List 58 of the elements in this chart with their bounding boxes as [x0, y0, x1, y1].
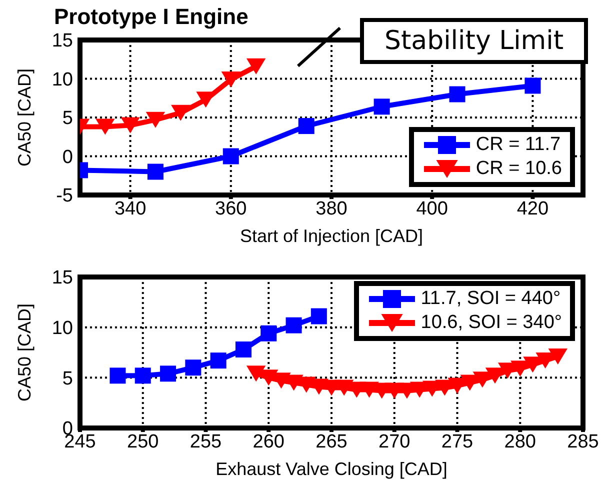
point: [134, 368, 151, 384]
y-tick-label: 5: [62, 108, 73, 130]
point: [160, 366, 176, 382]
x-tick-label: 265: [316, 431, 348, 452]
point: [360, 382, 379, 398]
annotation: Stability Limit: [360, 18, 588, 64]
point: [260, 325, 277, 342]
point: [222, 148, 239, 164]
point: [334, 380, 354, 396]
point: [310, 308, 327, 324]
y-axis-title: CA50 [CAD]: [14, 68, 34, 167]
x-tick-label: 270: [378, 431, 410, 452]
x-tick-label: 340: [114, 198, 146, 220]
point: [246, 366, 266, 382]
y-tick-label: -5: [56, 186, 73, 207]
x-axis-title: Exhaust Valve Closing [CAD]: [216, 459, 448, 479]
point: [147, 164, 164, 180]
y-tick-label: 10: [52, 69, 73, 90]
point: [96, 118, 115, 135]
point: [171, 104, 190, 121]
y-tick-label: 15: [52, 268, 73, 289]
legend-label: 11.7, SOI = 440°: [420, 288, 561, 310]
point: [185, 360, 202, 376]
legend-label: 10.6, SOI = 340°: [420, 312, 562, 334]
point: [210, 352, 226, 369]
x-tick-label: 360: [215, 198, 247, 220]
point: [449, 86, 466, 102]
y-axis-title: CA50 [CAD]: [14, 303, 34, 402]
x-tick-label: 250: [127, 431, 159, 452]
point: [524, 78, 541, 94]
point: [374, 98, 390, 115]
point: [472, 372, 492, 388]
legend-label: CR = 11.7: [476, 134, 561, 156]
point: [548, 348, 568, 365]
point: [120, 117, 140, 134]
chart-title: Prototype I Engine: [54, 4, 248, 30]
y-tick-label: 15: [52, 30, 73, 52]
point: [146, 112, 166, 128]
x-tick-label: 255: [190, 431, 222, 452]
x-tick-label: 280: [504, 431, 536, 452]
point: [235, 341, 252, 358]
x-tick-label: 400: [416, 198, 448, 220]
y-tick-label: 10: [52, 318, 73, 339]
point: [286, 317, 302, 334]
x-tick-label: 275: [441, 431, 474, 452]
point: [298, 118, 314, 134]
legend-label: CR = 10.6: [476, 158, 562, 180]
point: [246, 58, 266, 74]
x-tick-label: 285: [567, 431, 599, 452]
point: [110, 368, 126, 384]
x-tick-label: 260: [252, 431, 284, 452]
x-axis-title: Start of Injection [CAD]: [240, 226, 424, 246]
y-tick-label: 5: [62, 368, 73, 390]
y-tick-label: 0: [62, 146, 73, 168]
x-tick-label: 380: [316, 198, 348, 220]
point: [221, 72, 240, 88]
x-tick-label: 420: [516, 198, 549, 220]
point: [259, 370, 278, 386]
